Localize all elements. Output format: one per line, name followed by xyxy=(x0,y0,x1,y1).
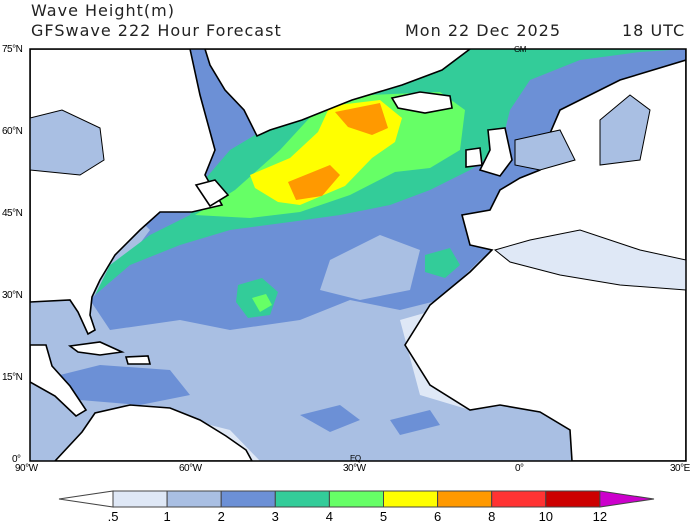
colorbar-tick-label: 8 xyxy=(488,509,495,524)
lon-label-60w: 60°W xyxy=(179,463,202,474)
contour-6-8m-south xyxy=(288,165,340,200)
iceland-land xyxy=(390,91,453,114)
map-title: Wave Height(m) xyxy=(31,1,175,20)
colorbar-swatch xyxy=(491,490,547,508)
hudson-bay-water xyxy=(30,109,105,176)
lon-label-30e: 30°E xyxy=(670,463,690,474)
colorbar-swatch xyxy=(274,490,330,508)
newfoundland-land xyxy=(194,179,230,208)
land-masses xyxy=(30,49,686,461)
colorbar-swatch xyxy=(437,490,493,508)
colorbar-tick-label: 1 xyxy=(163,509,170,524)
forecast-date: Mon 22 Dec 2025 xyxy=(405,21,562,40)
lat-label-75n: 75°N xyxy=(2,44,23,55)
colorbar-swatch-below xyxy=(58,490,114,508)
colorbar-tick-label: 12 xyxy=(593,509,607,524)
mediterranean-water xyxy=(493,229,686,291)
baltic-water xyxy=(599,94,651,166)
forecast-time: 18 UTC xyxy=(622,21,686,40)
colorbar-swatch xyxy=(383,490,439,508)
equator-marker: EQ xyxy=(350,454,361,463)
north-sea-water xyxy=(514,129,576,171)
cuba-land xyxy=(67,341,125,356)
colorbar-swatch-above xyxy=(599,490,655,508)
lat-label-0: 0° xyxy=(12,454,21,465)
colorbar-tick-label: .5 xyxy=(108,509,119,524)
colorbar-swatch xyxy=(220,490,276,508)
lon-label-30w: 30°W xyxy=(343,463,366,474)
colorbar-tick-label: 4 xyxy=(326,509,333,524)
contour-2-3m-south xyxy=(40,365,440,435)
lon-label-0: 0° xyxy=(515,463,524,474)
lat-label-30n: 30°N xyxy=(2,290,23,301)
map-frame xyxy=(29,48,687,462)
greenland-land xyxy=(204,49,472,138)
colorbar-tick-label: 3 xyxy=(272,509,279,524)
contour-6-8m-north xyxy=(335,103,388,135)
lon-label-90w: 90°W xyxy=(15,463,38,474)
south-america-land xyxy=(53,404,253,461)
colorbar-tick-label: 6 xyxy=(434,509,441,524)
colorbar-tick-label: 2 xyxy=(218,509,225,524)
lat-label-60n: 60°N xyxy=(2,126,23,137)
british-isles-land xyxy=(465,127,513,177)
colorbar-swatch xyxy=(328,490,384,508)
central-america-land xyxy=(30,344,88,417)
colorbar-tick-label: 10 xyxy=(539,509,553,524)
lat-label-45n: 45°N xyxy=(2,208,23,219)
lat-label-15n: 15°N xyxy=(2,372,23,383)
colorbar-tick-label: 5 xyxy=(380,509,387,524)
colorbar-swatch xyxy=(545,490,601,508)
hispaniola-land xyxy=(124,355,152,365)
contour-4-5m-cell xyxy=(252,294,272,312)
forecast-subtitle: GFSwave 222 Hour Forecast xyxy=(31,21,282,40)
colorbar: .5 1 2 3 4 5 6 8 10 12 xyxy=(58,490,655,524)
colorbar-swatch xyxy=(166,490,222,508)
greenwich-marker: GM xyxy=(514,45,526,54)
colorbar-swatch xyxy=(112,490,168,508)
